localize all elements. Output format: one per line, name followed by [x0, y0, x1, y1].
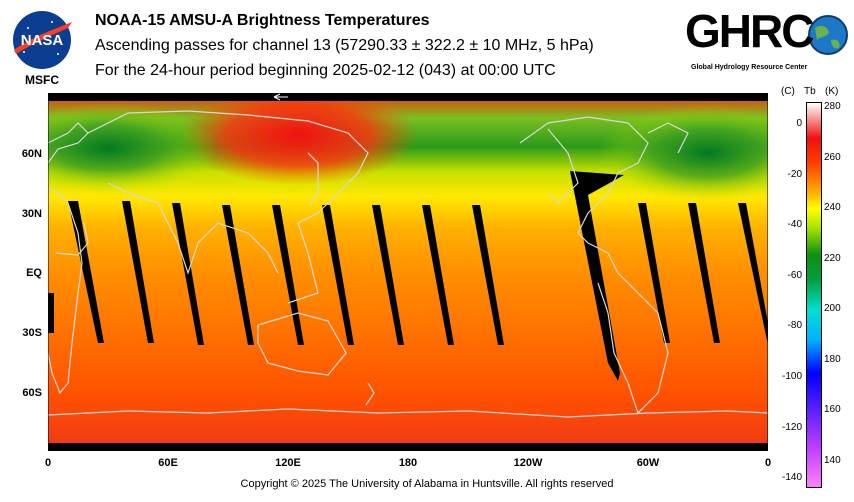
colorbar-kelvin-tick: 140: [824, 454, 841, 466]
lon-label-0: 0: [44, 457, 52, 469]
brightness-temperature-map: [0, 85, 818, 452]
colorbar-celsius-tick: -60: [787, 269, 802, 281]
lon-label-120w: 120W: [513, 457, 543, 469]
colorbar-celsius-tick: -40: [787, 219, 802, 231]
colorbar-celsius-tick: -100: [781, 370, 802, 382]
cold-anomaly-west: [0, 103, 218, 193]
nasa-meatball-icon: NASA MSFC: [13, 11, 72, 87]
cold-anomaly-east: [598, 105, 818, 201]
colorbar-kelvin-tick: 200: [824, 303, 841, 315]
colorbar-kelvin-tick: 180: [824, 353, 841, 365]
lon-label-180: 180: [398, 457, 418, 469]
colorbar-celsius-tick: 0: [796, 118, 802, 130]
lat-label-30s: 30S: [22, 327, 42, 339]
lat-label-30n: 30N: [21, 208, 42, 220]
ghrc-logo: GHRC Global Hydrology Resource Center: [685, 8, 850, 76]
colorbar-celsius-tick: -20: [787, 168, 802, 180]
colorbar-celsius-tick: -80: [787, 320, 802, 332]
colorbar-kelvin-tick: 280: [824, 101, 841, 113]
colorbar-label-tb: Tb: [804, 86, 816, 97]
lat-label-60s: 60S: [22, 387, 42, 399]
nasa-logo: NASA MSFC: [8, 8, 76, 88]
map-subtitle: Ascending passes for channel 13 (57290.3…: [95, 37, 594, 54]
coastlines: [47, 110, 769, 418]
map-period: For the 24-hour period beginning 2025-02…: [95, 62, 556, 79]
lat-label-eq: EQ: [26, 267, 42, 279]
lat-label-60n: 60N: [21, 148, 42, 160]
ghrc-logo-subtitle: Global Hydrology Resource Center: [691, 64, 808, 71]
colorbar: [806, 102, 822, 488]
globe-icon: [808, 15, 848, 55]
north-pole-gap: [48, 93, 768, 101]
colorbar-unit-c: (C): [781, 86, 795, 97]
lon-label-0-end: 0: [764, 457, 772, 469]
warm-anomaly: [178, 85, 418, 185]
map-title: NOAA-15 AMSU-A Brightness Temperatures: [95, 12, 430, 29]
south-pole-gap: [48, 443, 768, 451]
colorbar-unit-k: (K): [825, 86, 839, 97]
ghrc-logo-text: GHRC: [685, 5, 814, 57]
map-canvas: [0, 85, 818, 452]
lon-label-120e: 120E: [275, 457, 301, 469]
copyright-footer: Copyright © 2025 The University of Alaba…: [240, 478, 614, 490]
colorbar-celsius-tick: -120: [781, 421, 802, 433]
colorbar-kelvin-tick: 260: [824, 151, 841, 163]
colorbar-kelvin-tick: 160: [824, 404, 841, 416]
msfc-label: MSFC: [25, 73, 59, 87]
orbit-direction-arrow: [273, 93, 288, 101]
lon-label-60w: 60W: [636, 457, 660, 469]
colorbar-kelvin-tick: 220: [824, 252, 841, 264]
nasa-logo-text: NASA: [21, 32, 64, 49]
lon-label-60e: 60E: [158, 457, 178, 469]
colorbar-kelvin-tick: 240: [824, 202, 841, 214]
colorbar-celsius-tick: -140: [781, 472, 802, 484]
